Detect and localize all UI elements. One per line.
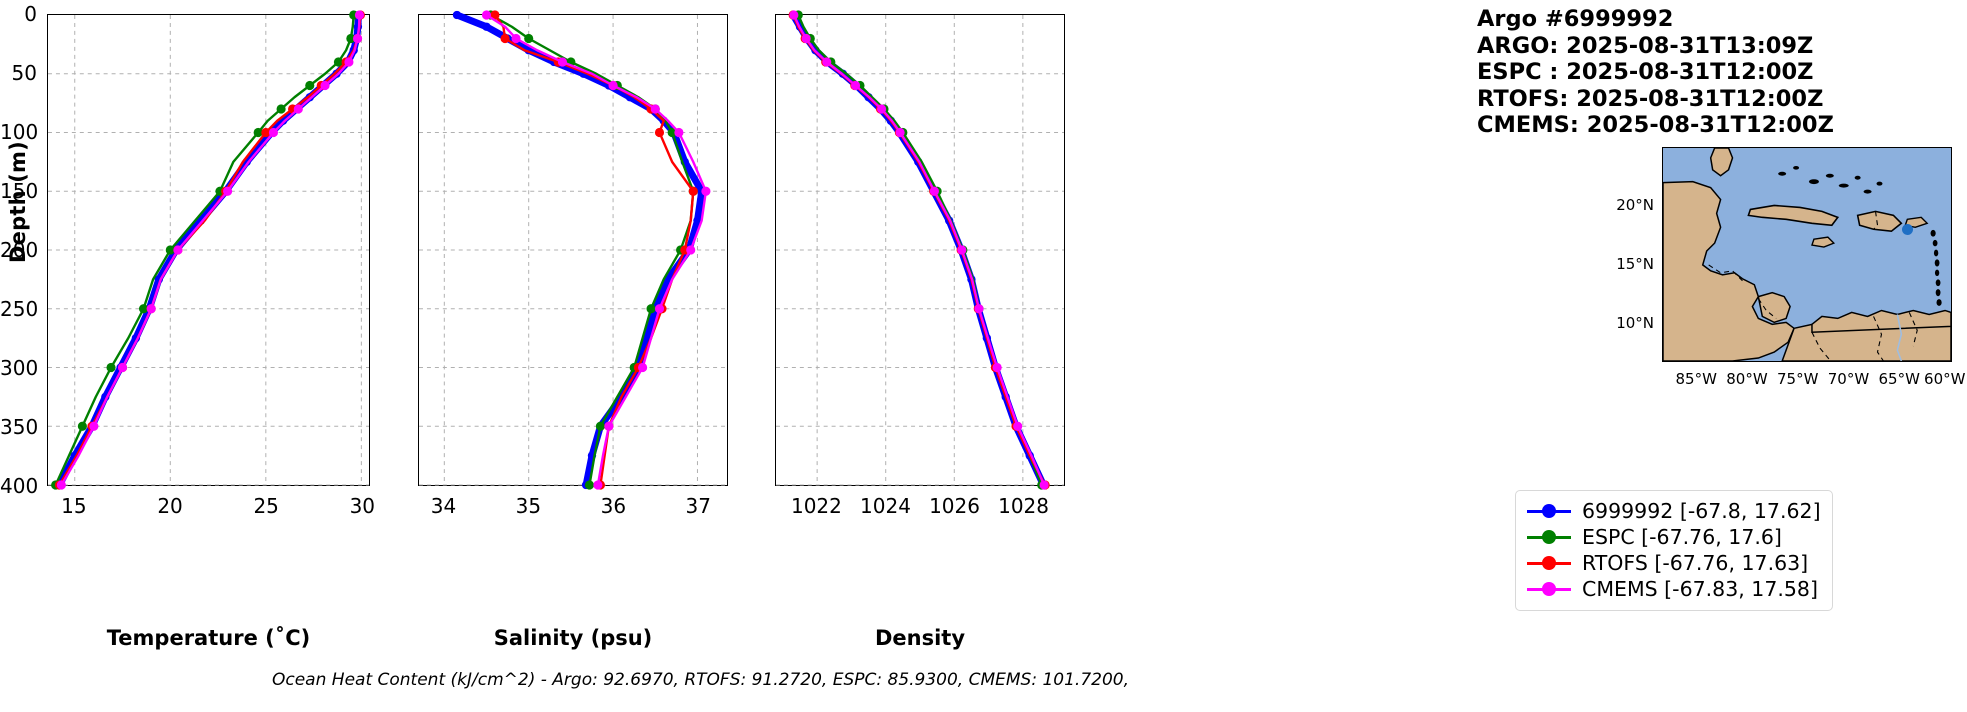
xtick-label: 1026 xyxy=(929,494,980,518)
series-line-6999992 xyxy=(789,11,1047,489)
ytick-label: 200 xyxy=(0,238,39,262)
map-lat-tick: 10°N xyxy=(1616,314,1654,333)
series-markers-CMEMS xyxy=(789,10,1049,490)
ytick-label: 300 xyxy=(0,356,39,380)
map-lat-tick: 15°N xyxy=(1616,255,1654,274)
argo-info-line-1: ARGO: 2025-08-31T13:09Z xyxy=(1477,32,1814,59)
series-line-CMEMS xyxy=(485,13,708,487)
density-panel xyxy=(775,10,1065,490)
legend-label: 6999992 [-67.8, 17.62] xyxy=(1582,499,1821,523)
series-markers-CMEMS xyxy=(56,10,365,490)
temperature-panel xyxy=(47,10,370,490)
series-line-ESPC xyxy=(54,13,355,487)
xtick-label: 1028 xyxy=(998,494,1050,518)
xtick-label: 36 xyxy=(600,494,627,518)
temperature-axis-label: Temperature (˚C) xyxy=(106,626,311,650)
salinity-axis-label: Salinity (psu) xyxy=(493,626,653,650)
ocean-heat-content-caption: Ocean Heat Content (kJ/cm^2) - Argo: 92.… xyxy=(272,670,1129,690)
series-legend: 6999992 [-67.8, 17.62] ESPC [-67.76, 17.6… xyxy=(1515,490,1833,611)
ytick-label: 100 xyxy=(0,120,39,144)
map-lon-tick: 85°W xyxy=(1675,370,1717,388)
argo-info-block: Argo #6999992 ARGO: 2025-08-31T13:09Z ESPC… xyxy=(1477,6,1834,139)
ytick-label: 150 xyxy=(0,179,39,203)
xtick-label: 15 xyxy=(61,494,87,518)
xtick-label: 25 xyxy=(253,494,279,518)
location-map xyxy=(1662,147,1952,362)
ytick-label: 50 xyxy=(11,61,37,85)
argo-info-line-2: ESPC : 2025-08-31T12:00Z xyxy=(1477,59,1814,85)
legend-item-rtofs[interactable]: RTOFS [-67.76, 17.63] xyxy=(1527,550,1821,576)
profile-plot-0 xyxy=(48,10,369,490)
series-line-RTOFS xyxy=(493,13,695,487)
map-lat-tick: 20°N xyxy=(1616,196,1654,215)
legend-swatch-argo xyxy=(1527,501,1571,521)
ytick-label: 250 xyxy=(0,297,39,321)
legend-swatch-cmems xyxy=(1527,579,1571,599)
legend-swatch-rtofs xyxy=(1527,553,1571,573)
legend-label: ESPC [-67.76, 17.6] xyxy=(1582,525,1782,549)
ytick-label: 0 xyxy=(24,2,37,26)
xtick-label: 35 xyxy=(515,494,542,518)
xtick-label: 34 xyxy=(430,494,457,518)
series-markers-CMEMS xyxy=(481,10,711,490)
xtick-label: 1022 xyxy=(790,494,842,518)
map-lon-tick: 80°W xyxy=(1726,370,1768,388)
legend-label: CMEMS [-67.83, 17.58] xyxy=(1582,577,1818,601)
argo-position-marker xyxy=(1902,224,1913,235)
gridlines xyxy=(776,15,1064,486)
ytick-label: 400 xyxy=(0,474,39,498)
legend-label: RTOFS [-67.76, 17.63] xyxy=(1582,551,1809,575)
salinity-panel xyxy=(418,10,728,490)
map-lon-tick: 65°W xyxy=(1878,370,1920,388)
legend-swatch-espc xyxy=(1527,527,1571,547)
legend-item-cmems[interactable]: CMEMS [-67.83, 17.58] xyxy=(1527,576,1821,602)
map-lon-tick: 75°W xyxy=(1777,370,1819,388)
argo-info-line-3: RTOFS: 2025-08-31T12:00Z xyxy=(1477,85,1824,112)
series-line-CMEMS xyxy=(792,13,1046,487)
series-line-ESPC xyxy=(489,13,695,487)
xtick-label: 20 xyxy=(157,494,183,518)
map-lon-tick: 70°W xyxy=(1827,370,1870,388)
profile-plot-2 xyxy=(776,10,1064,490)
argo-info-line-0: Argo #6999992 xyxy=(1477,6,1674,32)
xtick-label: 30 xyxy=(349,494,376,518)
map-lon-tick: 60°W xyxy=(1924,370,1966,388)
legend-item-espc[interactable]: ESPC [-67.76, 17.6] xyxy=(1527,524,1821,550)
map-coastlines xyxy=(1663,148,1951,361)
ytick-label: 350 xyxy=(0,415,39,439)
argo-info-line-4: CMEMS: 2025-08-31T12:00Z xyxy=(1477,112,1834,138)
density-axis-label: Density xyxy=(874,626,966,650)
xtick-label: 37 xyxy=(685,494,711,518)
legend-item-argo[interactable]: 6999992 [-67.8, 17.62] xyxy=(1527,498,1821,524)
xtick-label: 1024 xyxy=(860,494,911,518)
profile-plot-1 xyxy=(419,10,727,490)
